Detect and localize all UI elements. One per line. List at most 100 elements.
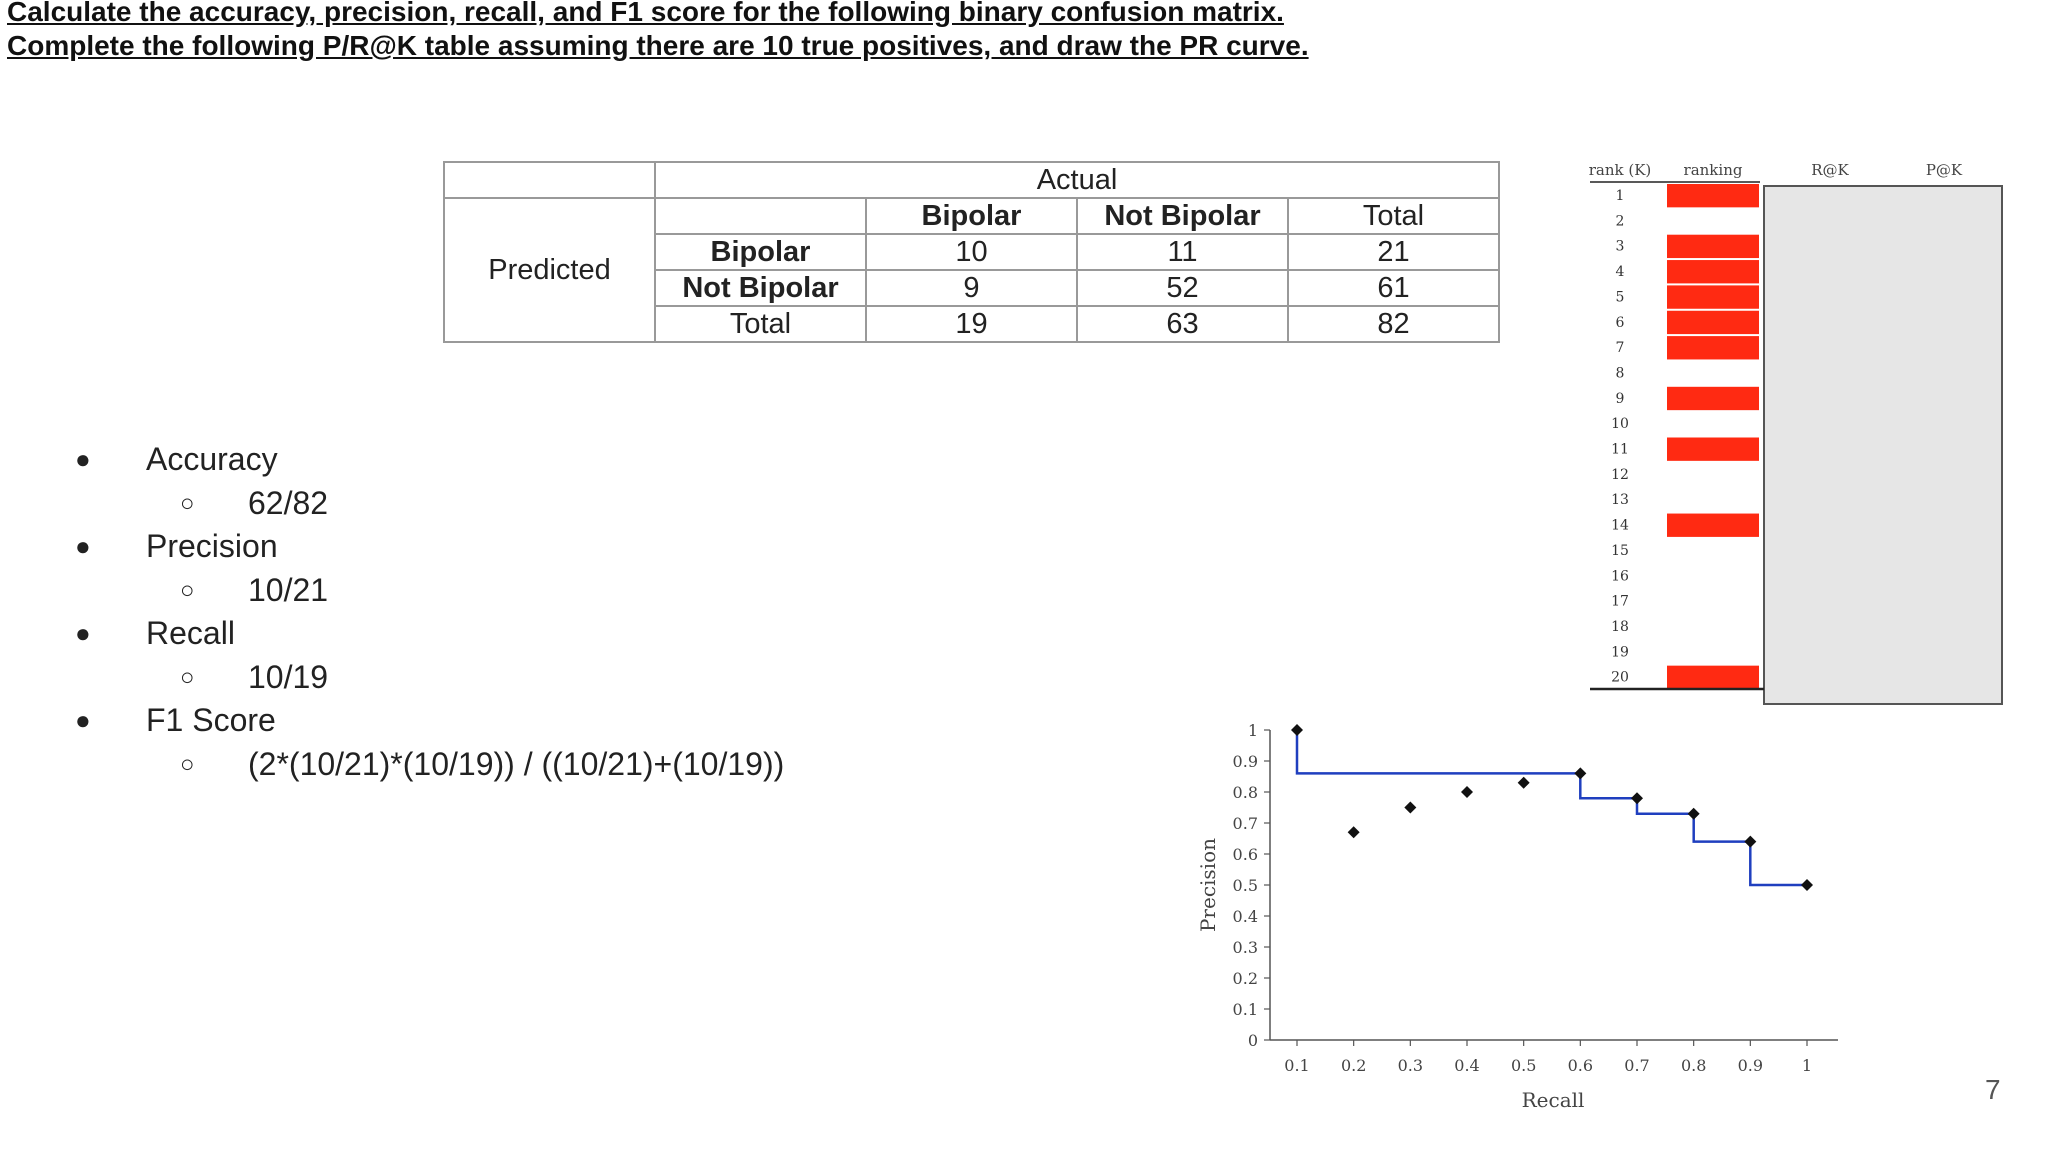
- actual-header: Actual: [654, 161, 1500, 199]
- table-row: Actual: [443, 161, 1500, 199]
- relevant-marker: [1667, 184, 1759, 208]
- interpolated-pr-curve: [1295, 730, 1807, 887]
- relevant-marker: [1667, 665, 1759, 689]
- bullet-icon: ●: [75, 705, 91, 735]
- relevant-marker: [1667, 285, 1759, 309]
- table-cell: 10: [865, 233, 1078, 271]
- question-line-1: Calculate the accuracy, precision, recal…: [7, 0, 1284, 27]
- col-header: Bipolar: [865, 197, 1078, 235]
- x-tick-label: 0.1: [1284, 1056, 1309, 1075]
- data-point: [1631, 792, 1643, 805]
- table-row: Predicted Bipolar Not Bipolar Total: [443, 197, 1500, 343]
- table-cell: 21: [1287, 233, 1500, 271]
- relevant-marker: [1667, 386, 1759, 411]
- table-row: Not Bipolar 9 52 61: [444, 269, 1500, 307]
- y-tick-label: 0.3: [1233, 938, 1258, 957]
- table-cell: 9: [865, 269, 1078, 307]
- x-tick-label: 0.2: [1341, 1056, 1366, 1075]
- rank-label: 18: [1611, 619, 1629, 635]
- rank-label: 2: [1616, 213, 1625, 229]
- x-tick-label: 0.3: [1398, 1056, 1423, 1075]
- relevant-marker: [1667, 310, 1759, 335]
- answer-value: 10/21: [248, 571, 329, 608]
- column-header: ranking: [1684, 161, 1743, 179]
- y-tick-label: 0.2: [1233, 969, 1258, 988]
- rank-label: 8: [1616, 365, 1625, 381]
- page-number: 7: [1985, 1074, 2001, 1105]
- answer-label: Recall: [146, 615, 235, 651]
- sub-bullet-icon: ○: [180, 663, 195, 691]
- answer-label: Precision: [146, 528, 278, 564]
- data-point: [1291, 724, 1303, 736]
- relevant-marker: [1667, 260, 1759, 284]
- y-tick-label: 0.5: [1233, 876, 1258, 895]
- rank-label: 7: [1616, 340, 1625, 356]
- x-tick-label: 0.9: [1738, 1056, 1763, 1075]
- answer-value: 62/82: [248, 484, 329, 521]
- answer-panel: [1763, 185, 2003, 705]
- table-cell: 63: [1076, 305, 1289, 343]
- column-header: P@K: [1926, 161, 1963, 179]
- table-row: Bipolar 10 11 21: [444, 233, 1500, 271]
- data-point: [1801, 879, 1813, 891]
- x-tick-label: 0.5: [1511, 1056, 1536, 1075]
- answer-label: F1 Score: [146, 702, 276, 738]
- y-tick-label: 0.7: [1233, 814, 1258, 833]
- rank-label: 15: [1611, 543, 1629, 559]
- bullet-icon: ●: [75, 618, 91, 648]
- rank-label: 10: [1611, 416, 1629, 432]
- relevant-marker: [1667, 336, 1759, 360]
- rank-label: 4: [1616, 264, 1625, 280]
- x-tick-label: 0.6: [1568, 1056, 1593, 1075]
- data-point: [1517, 776, 1530, 789]
- x-tick-label: 1: [1802, 1056, 1812, 1075]
- answer-value: 10/19: [248, 658, 329, 695]
- relevant-marker: [1667, 437, 1759, 461]
- data-point: [1574, 767, 1587, 780]
- column-header: rank (K): [1589, 161, 1652, 179]
- y-tick-label: 0: [1248, 1031, 1258, 1050]
- col-header: Not Bipolar: [1076, 197, 1289, 235]
- row-header: Total: [654, 305, 867, 343]
- y-tick-label: 0.9: [1233, 752, 1258, 771]
- row-header: Not Bipolar: [654, 269, 867, 307]
- relevant-marker: [1667, 234, 1759, 259]
- y-tick-label: 0.6: [1233, 845, 1258, 864]
- sub-bullet-icon: ○: [180, 576, 195, 604]
- predicted-header: Predicted: [443, 197, 656, 343]
- y-tick-label: 0.1: [1233, 1000, 1258, 1019]
- answer-label: Accuracy: [146, 441, 278, 477]
- table-cell-empty: [443, 161, 656, 199]
- sub-bullet-icon: ○: [180, 750, 195, 778]
- col-header: Total: [1287, 197, 1500, 235]
- rank-label: 19: [1611, 644, 1629, 660]
- question-line-2: Complete the following P/R@K table assum…: [7, 30, 1309, 61]
- table-cell: 52: [1076, 269, 1289, 307]
- y-axis-label: Precision: [1196, 838, 1220, 932]
- rank-label: 5: [1616, 289, 1625, 305]
- table-cell-empty: [654, 197, 867, 235]
- answer-value: (2*(10/21)*(10/19)) / ((10/21)+(10/19)): [248, 745, 785, 782]
- sub-bullet-icon: ○: [180, 489, 195, 517]
- bullet-icon: ●: [75, 444, 91, 474]
- rank-label: 9: [1616, 391, 1625, 407]
- x-tick-label: 0.4: [1454, 1056, 1479, 1075]
- bullet-icon: ●: [75, 531, 91, 561]
- rank-label: 11: [1611, 442, 1629, 458]
- rank-label: 12: [1611, 467, 1629, 483]
- data-point: [1744, 835, 1757, 848]
- rank-label: 14: [1611, 518, 1629, 534]
- rank-label: 3: [1616, 239, 1625, 255]
- table-cell: 61: [1287, 269, 1500, 307]
- x-tick-label: 0.7: [1624, 1056, 1649, 1075]
- column-header: R@K: [1811, 161, 1849, 179]
- rank-label: 1: [1616, 188, 1625, 204]
- data-point: [1461, 786, 1473, 798]
- y-tick-label: 1: [1248, 721, 1258, 740]
- rank-label: 6: [1616, 315, 1625, 331]
- data-point: [1687, 807, 1700, 820]
- y-tick-label: 0.4: [1233, 907, 1258, 926]
- data-point: [1404, 801, 1417, 814]
